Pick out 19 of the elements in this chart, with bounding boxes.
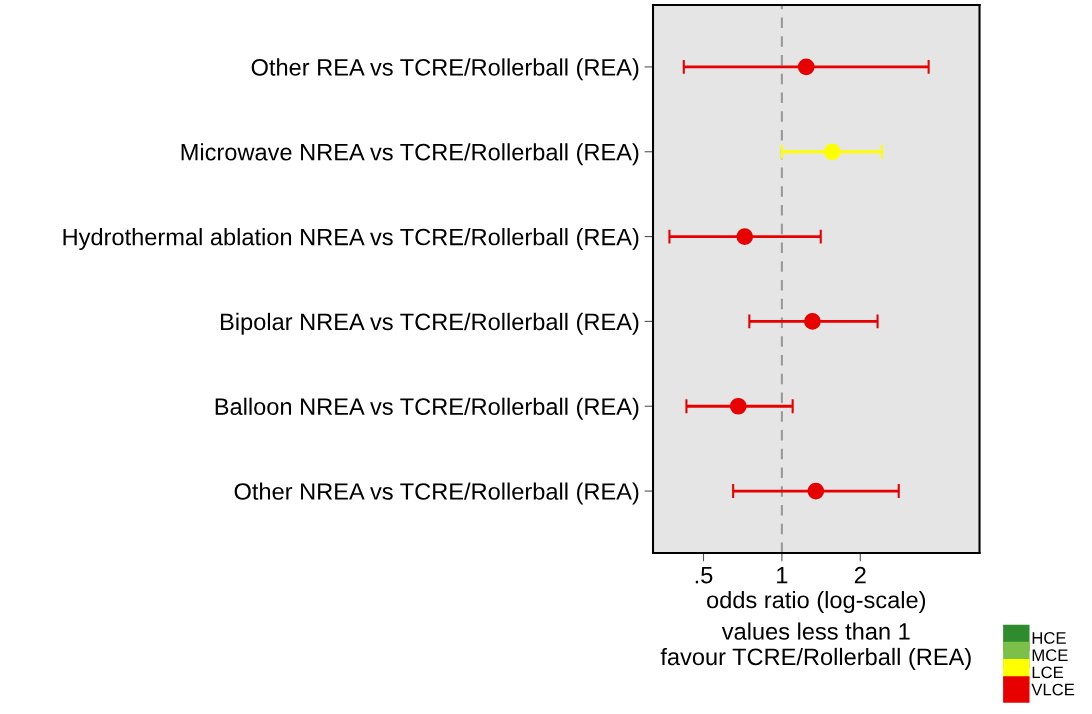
- text: values less than 1 favour TCRE/Rollerball (REA): [660, 622, 971, 670]
- y-tick-label: Hydrothermal ablation NREA vs TCRE/Rollerball (REA): [63, 228, 639, 251]
- legend-label: LCE: [1032, 666, 1064, 679]
- y-tick-label: Other REA vs TCRE/Rollerball (REA): [251, 58, 639, 81]
- x-tick-label: .5: [695, 567, 713, 584]
- x-axis-title: odds ratio (log-scale): [707, 590, 926, 613]
- x-tick-label: 1: [777, 567, 788, 584]
- point: [797, 58, 815, 76]
- y-tick-label: Microwave NREA vs TCRE/Rollerball (REA): [181, 143, 639, 166]
- point: [804, 313, 821, 330]
- y-tick-label: Other NREA vs TCRE/Rollerball (REA): [234, 482, 639, 505]
- point: [736, 228, 754, 245]
- x-tick-label: 2: [854, 566, 866, 584]
- y-tick-label: Balloon NREA vs TCRE/Rollerball (REA): [215, 397, 639, 420]
- point: [807, 482, 825, 500]
- legend-label: VLCE: [1031, 683, 1075, 696]
- legend-label: HCE: [1032, 632, 1066, 644]
- legend-label: MCE: [1032, 649, 1068, 662]
- y-tick-label: Bipolar NREA vs TCRE/Rollerball (REA): [221, 312, 639, 335]
